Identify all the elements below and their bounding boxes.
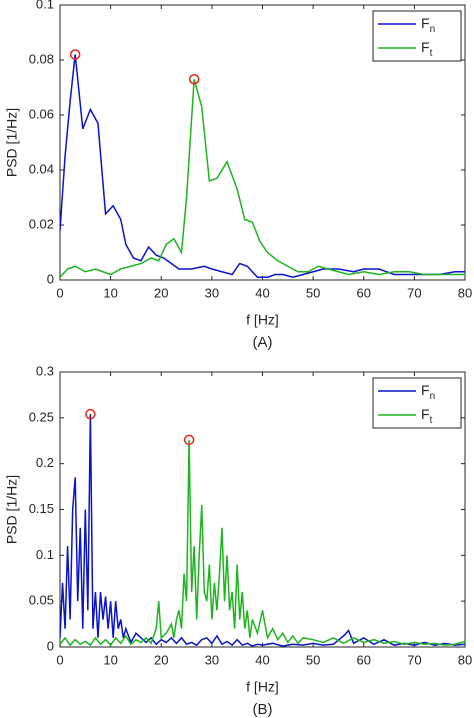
peak-marker xyxy=(188,74,200,85)
legend-label: Ft xyxy=(421,406,433,426)
y-tick-label: 0.15 xyxy=(29,501,54,516)
legend-label: Fn xyxy=(421,382,435,402)
x-tick-label: 60 xyxy=(357,285,371,300)
x-axis-label: f [Hz] xyxy=(246,312,279,328)
caption: (A) xyxy=(253,334,273,351)
legend-sub: n xyxy=(430,391,436,402)
x-tick-label: 20 xyxy=(154,285,168,300)
y-tick-label: 0.02 xyxy=(29,216,54,231)
y-tick-label: 0.05 xyxy=(29,593,54,608)
x-tick-label: 50 xyxy=(306,285,320,300)
legend-main: F xyxy=(421,39,430,55)
x-tick-label: 40 xyxy=(255,285,269,300)
peak-marker xyxy=(85,408,96,420)
x-tick-label: 70 xyxy=(407,652,421,667)
legend-sub: t xyxy=(430,415,433,426)
legend-label: Ft xyxy=(421,39,433,59)
x-tick-label: 40 xyxy=(255,652,269,667)
peak-marker xyxy=(183,434,195,446)
legend-main: F xyxy=(421,15,430,31)
x-tick-label: 30 xyxy=(205,285,219,300)
legend-label: Fn xyxy=(421,15,435,35)
y-tick-label: 0.3 xyxy=(36,363,54,378)
legend-box xyxy=(372,377,462,429)
x-tick-label: 0 xyxy=(56,652,63,667)
peak-marker xyxy=(69,49,81,60)
y-axis-label: PSD [1/Hz] xyxy=(4,108,20,177)
plot-area xyxy=(59,371,466,648)
x-axis-label: f [Hz] xyxy=(246,679,279,695)
y-tick-label: 0 xyxy=(47,271,54,286)
y-tick-label: 0.1 xyxy=(36,0,54,11)
legend-main: F xyxy=(421,382,430,398)
caption: (B) xyxy=(253,701,273,718)
x-tick-label: 50 xyxy=(306,652,320,667)
series-line xyxy=(60,414,465,647)
x-tick-label: 80 xyxy=(458,652,472,667)
y-tick-label: 0.25 xyxy=(29,409,54,424)
y-tick-label: 0.08 xyxy=(29,51,54,66)
y-tick-label: 0.06 xyxy=(29,106,54,121)
series-line xyxy=(60,439,465,647)
x-tick-label: 10 xyxy=(103,652,117,667)
y-tick-label: 0.2 xyxy=(36,455,54,470)
y-tick-label: 0.1 xyxy=(36,547,54,562)
y-axis-label: PSD [1/Hz] xyxy=(4,475,20,544)
x-tick-label: 30 xyxy=(205,652,219,667)
x-tick-label: 70 xyxy=(407,285,421,300)
plot-area xyxy=(59,4,466,281)
legend-sub: n xyxy=(430,24,436,35)
series-line xyxy=(60,79,465,278)
y-tick-label: 0.04 xyxy=(29,161,54,176)
series-line xyxy=(60,54,465,279)
x-tick-label: 0 xyxy=(56,285,63,300)
y-tick-label: 0 xyxy=(47,638,54,653)
legend-sub: t xyxy=(430,48,433,59)
legend-box xyxy=(372,10,462,62)
x-tick-label: 10 xyxy=(103,285,117,300)
x-tick-label: 80 xyxy=(458,285,472,300)
legend-main: F xyxy=(421,406,430,422)
x-tick-label: 20 xyxy=(154,652,168,667)
x-tick-label: 60 xyxy=(357,652,371,667)
